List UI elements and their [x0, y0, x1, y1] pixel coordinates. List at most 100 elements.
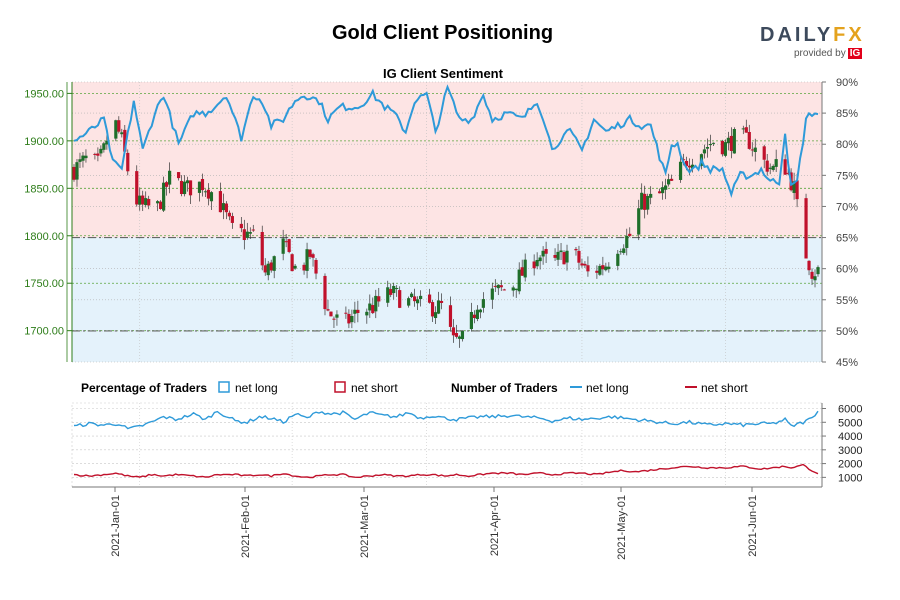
candle: [816, 265, 820, 277]
candle: [386, 280, 390, 307]
price-tick-label: 1900.00: [24, 136, 64, 148]
candle: [619, 248, 623, 255]
legend-pct-title: Percentage of Traders: [81, 381, 207, 395]
candle: [242, 219, 246, 250]
candle: [269, 259, 273, 273]
candle: [120, 128, 124, 138]
candle: [81, 152, 85, 168]
candle: [356, 300, 360, 323]
count-tick-label: 5000: [838, 417, 862, 429]
candle: [625, 228, 629, 256]
candle: [622, 244, 626, 255]
candle: [332, 316, 336, 328]
pct-tick-label: 90%: [836, 77, 858, 89]
candle: [708, 134, 713, 152]
candle: [221, 193, 225, 220]
candle: [323, 273, 327, 316]
price-tick-label: 1950.00: [24, 88, 64, 100]
candle: [281, 229, 285, 261]
candle: [188, 180, 193, 204]
candle: [350, 309, 354, 329]
candle: [586, 256, 590, 277]
legend-num-long: net long: [586, 381, 629, 395]
candle: [141, 190, 145, 212]
candle: [744, 119, 748, 133]
candle: [804, 193, 808, 259]
candle: [517, 262, 521, 295]
candle: [451, 319, 456, 343]
candle: [454, 324, 459, 339]
candle: [783, 154, 787, 175]
candle: [720, 139, 724, 157]
candle: [218, 182, 223, 213]
pct-tick-label: 80%: [836, 139, 858, 151]
candle: [496, 284, 500, 296]
provided-by-text: provided by: [794, 48, 846, 59]
candle: [197, 181, 202, 202]
candle: [481, 292, 485, 313]
date-axis: 2021-Jan-01 2021-Feb-01 2021-Mar-01 2021-Ap…: [72, 486, 822, 560]
count-tick-label: 6000: [838, 404, 862, 416]
candle: [690, 158, 695, 173]
count-tick-label: 3000: [838, 445, 862, 457]
candle: [266, 260, 270, 281]
candle: [460, 330, 465, 342]
net-short-count-line: [73, 463, 819, 479]
candle: [472, 310, 476, 324]
candle: [604, 262, 608, 272]
candle: [305, 242, 309, 279]
candle: [227, 210, 231, 221]
candle: [260, 225, 264, 271]
candle: [410, 291, 414, 299]
candle: [538, 255, 542, 270]
candle: [649, 186, 653, 205]
candle: [705, 138, 710, 158]
candle: [490, 282, 494, 309]
candle: [224, 201, 228, 220]
candle: [583, 261, 587, 268]
legend-pct-short: net short: [351, 381, 398, 395]
count-tick-label: 4000: [838, 431, 862, 443]
candle: [559, 242, 563, 260]
candle: [646, 193, 650, 215]
candle: [126, 149, 130, 176]
candle: [658, 188, 662, 194]
candle: [314, 257, 318, 280]
candle: [514, 288, 518, 298]
candle: [640, 183, 644, 210]
candle: [209, 191, 214, 210]
candle: [176, 171, 181, 181]
candle: [741, 125, 745, 135]
candle: [392, 282, 396, 300]
candle: [702, 144, 707, 159]
price-tick-label: 1750.00: [24, 278, 64, 290]
candle: [102, 141, 106, 153]
candle: [523, 253, 527, 282]
price-sentiment-panel: 1700.00 1750.00 1800.00 1850.00 1900.00 1950.…: [24, 77, 858, 369]
count-tick-label: 2000: [838, 459, 862, 471]
count-tick-label: 1000: [838, 472, 862, 484]
pct-tick-label: 55%: [836, 295, 858, 307]
candle: [520, 259, 524, 276]
candle: [556, 243, 560, 267]
candle: [478, 308, 482, 319]
dailyfx-logo: DAILYFX provided by IG: [760, 24, 870, 59]
legend-num-short: net short: [701, 381, 748, 395]
pct-tick-label: 85%: [836, 108, 858, 120]
candle: [457, 335, 462, 348]
candle: [347, 309, 351, 329]
price-tick-label: 1800.00: [24, 231, 64, 243]
candle: [771, 164, 775, 172]
date-tick-label: 2021-Mar-01: [359, 495, 371, 558]
price-tick-label: 1700.00: [24, 326, 64, 338]
candle: [810, 268, 814, 286]
candle: [239, 216, 243, 233]
candle: [541, 246, 545, 265]
candle: [395, 285, 399, 297]
candle: [203, 189, 208, 198]
candle: [433, 306, 438, 324]
candle: [732, 127, 736, 154]
candle: [565, 244, 569, 271]
